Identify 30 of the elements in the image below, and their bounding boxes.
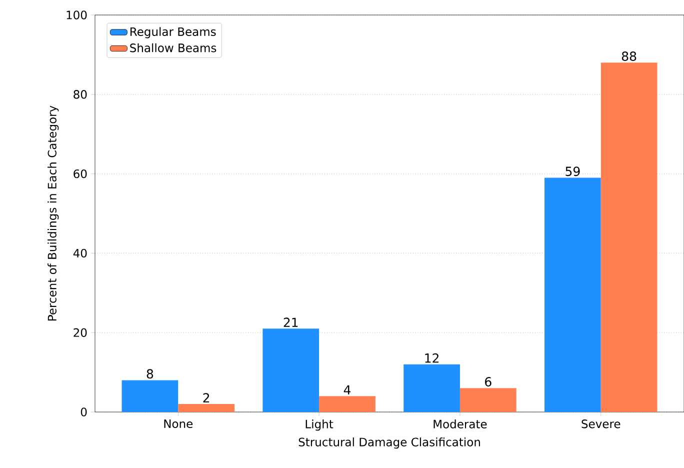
y-tick-label: 100: [66, 10, 87, 20]
data-label: 12: [425, 353, 438, 363]
data-label: 59: [566, 166, 580, 176]
x-tick-label: Severe: [582, 420, 620, 428]
y-tick-label: 60: [74, 169, 87, 178]
data-label: 6: [485, 377, 492, 386]
bar: [600, 62, 658, 412]
legend-label: Regular Beams: [130, 27, 216, 38]
data-label: 8: [146, 369, 154, 379]
x-axis-title: Structural Damage Clasification: [298, 437, 480, 449]
bar: [262, 328, 320, 412]
bar: [122, 380, 178, 412]
bar: [460, 388, 516, 412]
y-axis-title: Percent of Buildings in Each Category: [48, 106, 59, 320]
data-label: 2: [203, 393, 210, 402]
bar: [178, 404, 235, 412]
data-label: 88: [622, 51, 636, 61]
bar: [404, 364, 460, 412]
y-tick-label: 40: [73, 248, 87, 258]
data-label: 4: [344, 385, 351, 394]
y-tick-label: 20: [74, 328, 87, 337]
bar: [319, 396, 376, 412]
legend-label: Shallow Beams: [130, 43, 216, 52]
y-tick-label: 80: [74, 90, 87, 99]
y-tick-label: 0: [80, 408, 87, 416]
x-tick-label: None: [164, 420, 193, 428]
x-tick-label: Moderate: [434, 420, 487, 428]
x-tick-label: Light: [306, 420, 334, 431]
data-label: 21: [284, 318, 298, 327]
bar: [544, 178, 601, 412]
